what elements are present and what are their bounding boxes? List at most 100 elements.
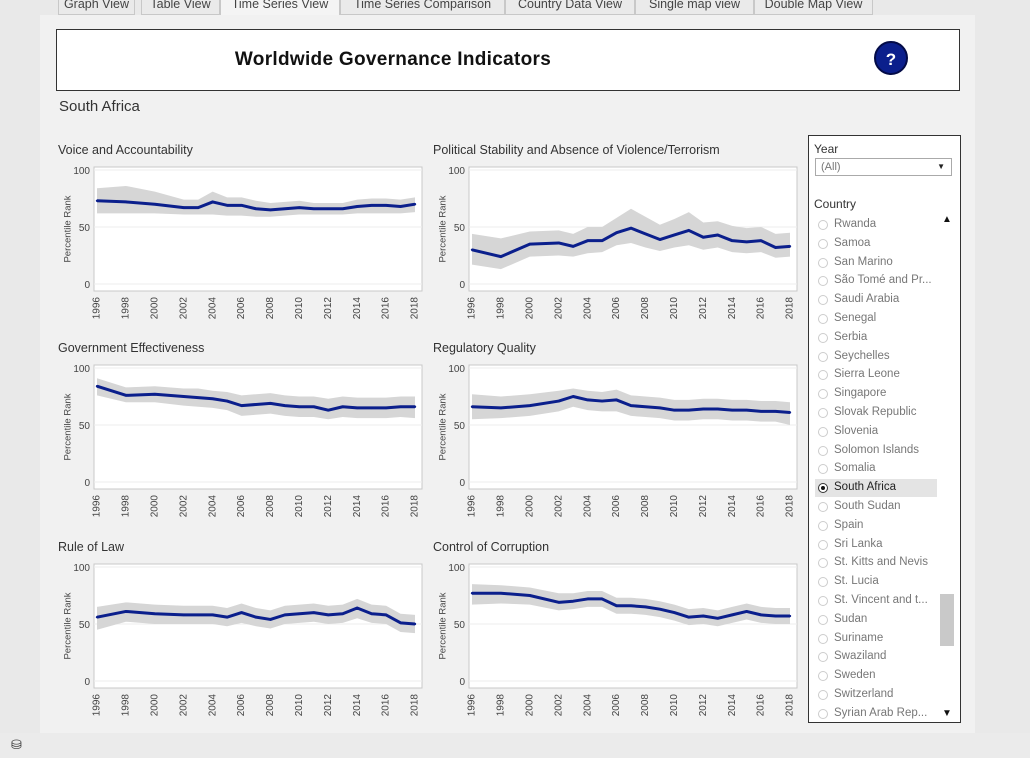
data-point[interactable] [687, 615, 691, 619]
help-button[interactable]: ? [874, 41, 908, 75]
data-point[interactable] [413, 203, 417, 206]
country-option[interactable]: Solomon Islands [815, 442, 937, 460]
data-point[interactable] [615, 398, 618, 402]
series-line[interactable] [471, 226, 791, 259]
data-point[interactable] [124, 394, 128, 397]
tab-graph-view[interactable]: Graph View [58, 0, 135, 15]
radio-icon[interactable] [818, 314, 828, 324]
data-point[interactable] [673, 611, 676, 614]
country-option[interactable]: San Marino [815, 254, 937, 272]
radio-icon[interactable] [818, 276, 828, 287]
radio-icon[interactable] [818, 577, 828, 588]
radio-icon[interactable] [818, 238, 828, 249]
country-option[interactable]: Rwanda [815, 216, 937, 234]
country-option[interactable]: Serbia [815, 329, 937, 347]
data-point[interactable] [528, 404, 532, 407]
series-line[interactable] [96, 606, 416, 626]
data-point[interactable] [254, 207, 258, 210]
data-point[interactable] [586, 239, 589, 242]
country-option[interactable]: Sierra Leone [815, 366, 937, 384]
data-point[interactable] [211, 200, 214, 204]
data-point[interactable] [745, 408, 748, 412]
data-point[interactable] [600, 597, 604, 601]
data-point[interactable] [196, 613, 200, 617]
data-point[interactable] [730, 613, 734, 617]
data-point[interactable] [730, 239, 734, 242]
data-point[interactable] [586, 597, 589, 601]
data-point[interactable] [774, 246, 777, 249]
data-point[interactable] [399, 205, 402, 208]
scrollbar-thumb[interactable] [940, 594, 954, 646]
data-point[interactable] [327, 207, 330, 210]
data-point[interactable] [384, 204, 388, 207]
data-point[interactable] [240, 404, 243, 407]
data-point[interactable] [745, 240, 748, 244]
data-point[interactable] [196, 396, 200, 399]
country-option[interactable]: Saudi Arabia [815, 291, 937, 309]
tab-country-data-view[interactable]: Country Data View [505, 0, 635, 15]
data-point[interactable] [571, 395, 575, 398]
data-source-icon[interactable]: ⛁ [11, 737, 22, 752]
data-point[interactable] [629, 226, 633, 230]
radio-icon[interactable] [818, 652, 828, 663]
data-point[interactable] [586, 398, 589, 402]
tab-single-map-view[interactable]: Single map view [635, 0, 754, 15]
radio-icon[interactable] [818, 370, 828, 381]
data-point[interactable] [499, 592, 503, 595]
radio-icon[interactable] [818, 445, 828, 456]
country-option[interactable]: São Tomé and Pr... [815, 272, 937, 290]
radio-icon[interactable] [818, 671, 828, 682]
data-point[interactable] [153, 612, 157, 615]
radio-icon[interactable] [818, 408, 828, 418]
data-point[interactable] [470, 248, 474, 251]
country-option[interactable]: South Africa [815, 479, 937, 498]
data-point[interactable] [774, 614, 777, 618]
data-point[interactable] [182, 395, 185, 398]
data-point[interactable] [312, 611, 316, 614]
data-point[interactable] [615, 231, 618, 234]
country-option[interactable]: Sweden [815, 667, 937, 685]
country-option[interactable]: St. Kitts and Nevis [815, 554, 937, 572]
data-point[interactable] [95, 615, 99, 619]
country-option[interactable]: Swaziland [815, 648, 937, 666]
radio-icon[interactable] [818, 708, 828, 719]
data-point[interactable] [499, 406, 503, 410]
radio-icon[interactable] [818, 483, 828, 494]
data-point[interactable] [716, 617, 719, 620]
data-point[interactable] [528, 594, 532, 597]
scroll-up-icon[interactable]: ▲ [942, 214, 952, 225]
radio-icon[interactable] [818, 596, 828, 606]
data-point[interactable] [312, 405, 316, 408]
series-line[interactable] [471, 395, 791, 414]
data-point[interactable] [571, 600, 575, 603]
data-point[interactable] [600, 399, 604, 403]
data-point[interactable] [702, 407, 705, 411]
radio-icon[interactable] [818, 558, 828, 569]
radio-icon[interactable] [818, 426, 828, 437]
country-option[interactable]: Slovak Republic [815, 404, 937, 422]
country-option[interactable]: Suriname [815, 630, 937, 648]
data-point[interactable] [470, 592, 474, 595]
data-point[interactable] [644, 232, 647, 236]
radio-icon[interactable] [818, 220, 828, 230]
data-point[interactable] [759, 410, 763, 413]
data-point[interactable] [355, 205, 359, 208]
data-point[interactable] [788, 245, 792, 248]
data-point[interactable] [673, 233, 676, 237]
data-point[interactable] [327, 408, 330, 412]
data-point[interactable] [788, 614, 792, 618]
data-point[interactable] [687, 229, 691, 232]
radio-icon[interactable] [818, 351, 828, 362]
country-option[interactable]: St. Vincent and t... [815, 592, 937, 610]
data-point[interactable] [730, 408, 734, 412]
series-line[interactable] [472, 591, 790, 620]
tab-double-map-view[interactable]: Double Map View [754, 0, 873, 15]
country-option[interactable]: South Sudan [815, 498, 937, 516]
data-point[interactable] [644, 605, 647, 609]
data-point[interactable] [269, 402, 272, 405]
tab-table-view[interactable]: Table View [141, 0, 220, 15]
data-point[interactable] [629, 604, 633, 607]
data-point[interactable] [384, 406, 388, 410]
data-point[interactable] [182, 206, 185, 209]
data-point[interactable] [399, 621, 402, 625]
